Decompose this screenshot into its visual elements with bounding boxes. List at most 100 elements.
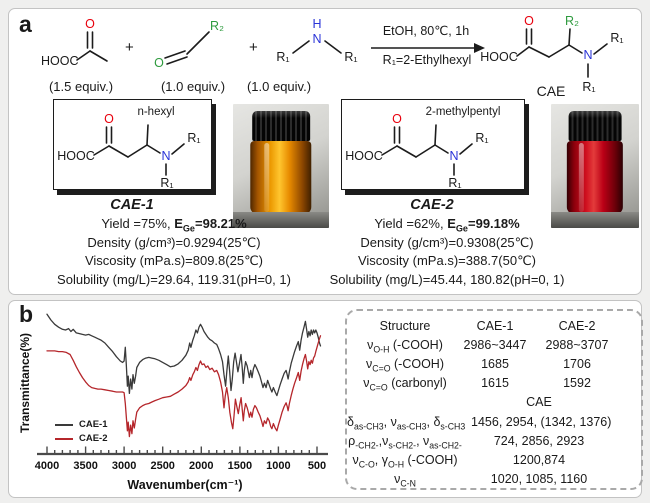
svg-text:3500: 3500 bbox=[73, 460, 97, 472]
oxygen-label: O bbox=[104, 112, 114, 126]
equiv-3: (1.0 equiv.) bbox=[246, 79, 312, 94]
r1-label: R₁ bbox=[475, 131, 488, 145]
table-row-cae: CAE bbox=[347, 393, 641, 412]
cae1-name: CAE-1 bbox=[110, 197, 154, 213]
nitrogen-label: N bbox=[449, 149, 458, 163]
nitrogen-label: N bbox=[583, 48, 592, 62]
ir-value: 1200,874 bbox=[512, 452, 566, 467]
product-name: CAE bbox=[537, 83, 566, 99]
reaction-conditions: EtOH, 80℃, 1h bbox=[382, 24, 470, 38]
r1-label: R₁ bbox=[582, 80, 595, 94]
cae1-properties: Yield =75%, EGe=98.21% Density (g/cm³)=0… bbox=[9, 215, 339, 289]
vial-cap bbox=[568, 111, 622, 142]
cae2-yield: Yield =62%, EGe=99.18% bbox=[374, 216, 520, 234]
structure-product-cae: HOOC O R₂ N R₁ R₁ CAE bbox=[480, 14, 623, 99]
r2-label: R₂ bbox=[210, 19, 224, 33]
svg-text:1000: 1000 bbox=[266, 460, 290, 472]
cae1-solubility: Solubility (mg/L)=29.64, 119.31(pH=0, 1) bbox=[57, 271, 291, 287]
ir-value: 2988~3707 bbox=[545, 337, 609, 352]
cae1-density: Density (g/cm³)=0.9294(25℃) bbox=[87, 234, 261, 250]
table-row: ρ-CH2-,νs-CH2-, νas-CH2- 724, 2856, 2923 bbox=[347, 431, 641, 450]
ir-assignment-table: Structure CAE-1 CAE-2 νO-H (-COOH) 2986~… bbox=[345, 309, 643, 490]
vial-liquid-amber bbox=[250, 140, 312, 214]
panel-b-label: b bbox=[19, 301, 34, 327]
panel-a-label: a bbox=[19, 11, 32, 37]
ir-header-cae2: CAE-2 bbox=[558, 318, 596, 333]
ir-label-voh: νO-H (-COOH) bbox=[367, 337, 443, 355]
ir-value: 1592 bbox=[563, 376, 591, 391]
ir-header-structure: Structure bbox=[379, 318, 431, 333]
vial-photo-cae1 bbox=[233, 104, 329, 228]
ir-value: 1685 bbox=[481, 356, 509, 371]
legend-line-cae1 bbox=[55, 423, 73, 426]
cae2-density: Density (g/cm³)=0.9308(25℃) bbox=[360, 234, 534, 250]
svg-text:2500: 2500 bbox=[150, 460, 174, 472]
hydrogen-label: H bbox=[312, 17, 321, 31]
ir-value: 724, 2856, 2923 bbox=[493, 433, 585, 448]
ir-value: 1706 bbox=[563, 356, 591, 371]
nitrogen-label: N bbox=[312, 32, 321, 46]
hooc-label: HOOC bbox=[57, 149, 95, 163]
substituent-label: 2-methylpentyl bbox=[426, 106, 501, 118]
r1-label: R₁ bbox=[187, 131, 200, 145]
ir-label-ch3: δas-CH3, νas-CH3, δs-CH3 bbox=[347, 414, 466, 432]
reaction-arrow bbox=[371, 43, 485, 53]
table-row: νC-O, γO-H (-COOH) 1200,874 bbox=[347, 450, 641, 469]
table-row: νC=O (carbonyl) 1615 1592 bbox=[347, 374, 641, 393]
substituent-label: n-hexyl bbox=[137, 106, 174, 118]
cae1-viscosity: Viscosity (mPa.s)=809.8(25℃) bbox=[84, 253, 263, 268]
ir-label-vcn: νC-N bbox=[394, 472, 416, 489]
oxygen-label: O bbox=[154, 56, 164, 70]
ir-label-vco-cooh: νC=O (-COOH) bbox=[366, 356, 444, 374]
structure-amine: R₁ N H R₁ bbox=[276, 17, 357, 64]
ir-value: 1615 bbox=[481, 376, 509, 391]
nitrogen-label: N bbox=[161, 149, 170, 163]
legend-entry-cae1: CAE-1 bbox=[55, 419, 108, 430]
oxygen-label: O bbox=[392, 112, 402, 126]
r1-label: R₁ bbox=[276, 50, 289, 64]
ir-label-vco-goh: νC-O, γO-H (-COOH) bbox=[352, 452, 458, 470]
legend-line-cae2 bbox=[55, 437, 73, 440]
table-row: νO-H (-COOH) 2986~3447 2988~3707 bbox=[347, 335, 641, 354]
ir-value: 1456, 2954, (1342, 1376) bbox=[471, 414, 612, 429]
y-axis-label: Transmittance(%) bbox=[18, 333, 32, 433]
ir-label-ch2: ρ-CH2-,νs-CH2-, νas-CH2- bbox=[348, 433, 462, 451]
ir-value: 1020, 1085, 1160 bbox=[490, 472, 588, 487]
legend-entry-cae2: CAE-2 bbox=[55, 433, 108, 444]
oxygen-label: O bbox=[85, 17, 95, 31]
r1-label: R₁ bbox=[610, 31, 623, 45]
cae1-yield: Yield =75%, EGe=98.21% bbox=[101, 216, 247, 234]
hooc-label: HOOC bbox=[345, 149, 383, 163]
reaction-r1-definition: R₁=2-Ethylhexyl bbox=[382, 53, 472, 67]
r2-label: R₂ bbox=[565, 14, 579, 28]
table-row: δas-CH3, νas-CH3, δs-CH3 1456, 2954, (13… bbox=[347, 412, 641, 431]
table-row: νC=O (-COOH) 1685 1706 bbox=[347, 354, 641, 373]
ir-label-vco-carbonyl: νC=O (carbonyl) bbox=[363, 376, 447, 393]
x-axis-label: Wavenumber(cm⁻¹) bbox=[127, 478, 242, 492]
legend-label-cae2: CAE-2 bbox=[79, 433, 108, 444]
hooc-label: HOOC bbox=[41, 54, 79, 68]
svg-text:2000: 2000 bbox=[189, 460, 213, 472]
hooc-label: HOOC bbox=[480, 50, 518, 64]
svg-text:3000: 3000 bbox=[112, 460, 136, 472]
r1-label: R₁ bbox=[448, 176, 461, 189]
ir-header-row: Structure CAE-1 CAE-2 bbox=[347, 316, 641, 335]
cae1-structure-box: n-hexyl HOOC O N R₁ R₁ bbox=[53, 99, 212, 190]
cae2-name: CAE-2 bbox=[410, 197, 454, 213]
cae2-structure-box: 2-methylpentyl HOOC O N R₁ R₁ bbox=[341, 99, 525, 190]
structure-cae2: 2-methylpentyl HOOC O N R₁ R₁ bbox=[345, 106, 501, 190]
structure-pyruvic-acid: HOOC O bbox=[41, 17, 108, 68]
panel-b: b Transmittance(%) Wavenumber(cm⁻¹) 4000… bbox=[8, 300, 643, 498]
legend-label-cae1: CAE-1 bbox=[79, 419, 108, 430]
table-surface bbox=[233, 211, 329, 228]
cae2-properties: Yield =62%, EGe=99.18% Density (g/cm³)=0… bbox=[282, 215, 612, 289]
structure-aldehyde: O R₂ bbox=[154, 19, 224, 70]
equiv-2: (1.0 equiv.) bbox=[160, 79, 226, 94]
cae2-solubility: Solubility (mg/L)=45.44, 180.82(pH=0, 1) bbox=[329, 271, 565, 287]
table-surface bbox=[551, 211, 639, 228]
ir-cae-subheader: CAE bbox=[526, 395, 552, 410]
structure-cae1: n-hexyl HOOC O N R₁ R₁ bbox=[57, 106, 200, 190]
plus-sign: + bbox=[125, 39, 134, 56]
vial-photo-cae2 bbox=[551, 104, 639, 228]
